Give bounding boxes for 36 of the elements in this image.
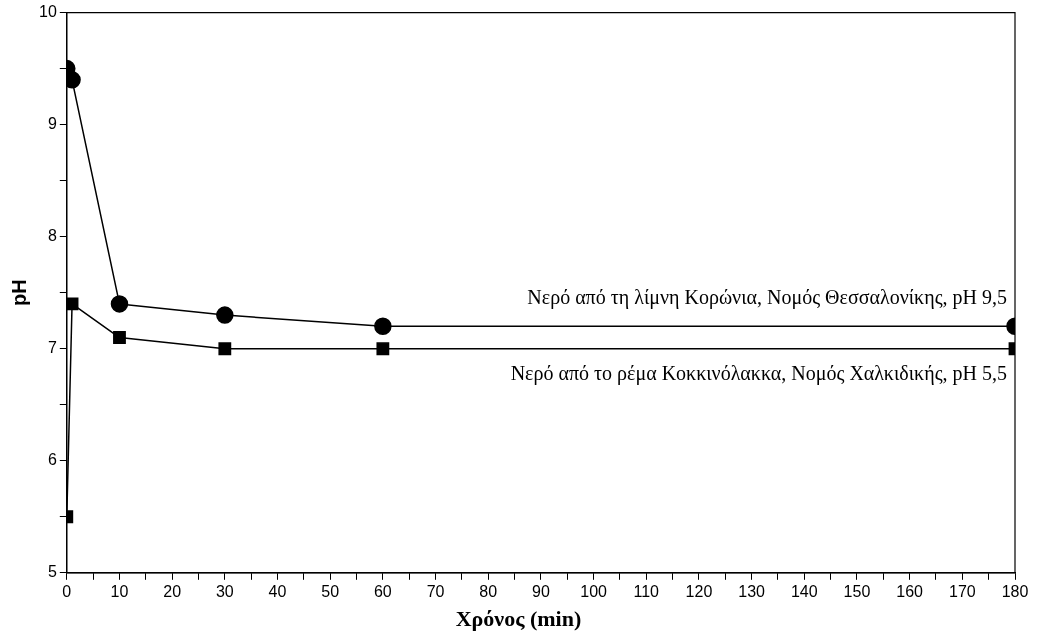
x-tick-label: 130 (738, 582, 766, 600)
point (376, 342, 390, 356)
x-tick-label: 0 (62, 582, 72, 600)
point (66, 71, 81, 89)
x-tick-label: 60 (373, 582, 392, 600)
x-tick-label: 180 (1001, 582, 1029, 600)
point (218, 342, 232, 356)
x-tick-label: 100 (580, 582, 608, 600)
x-tick-label: 30 (215, 582, 234, 600)
y-tick-label: 6 (47, 451, 57, 469)
series-label: Νερό από τη λίμνη Κορώνια, Νομός Θεσσαλονίκης, pH 9,5 (527, 285, 1007, 309)
y-tick-label: 7 (47, 339, 57, 357)
x-tick-label: 170 (948, 582, 976, 600)
point (66, 297, 79, 311)
x-tick-label: 120 (685, 582, 713, 600)
x-tick-label: 150 (843, 582, 871, 600)
y-tick-label: 8 (47, 227, 57, 245)
y-tick-label: 10 (39, 3, 57, 21)
x-tick-label: 10 (110, 582, 129, 600)
x-tick-label: 80 (479, 582, 498, 600)
x-tick-label: 160 (896, 582, 924, 600)
series-label: Νερό από το ρέμα Κοκκινόλακκα, Νομός Χαλκιδικής, pH 5,5 (510, 361, 1007, 385)
x-tick-label: 20 (163, 582, 182, 600)
y-axis-title: pH (7, 279, 30, 307)
y-tick-label: 9 (47, 115, 57, 133)
x-axis-title: Χρόνος (min) (454, 606, 583, 632)
point (374, 317, 392, 336)
x-tick-label: 110 (633, 582, 660, 600)
point (216, 306, 234, 324)
y-tick-label: 5 (47, 563, 57, 581)
x-tick-label: 50 (321, 582, 340, 600)
x-tick-label: 140 (790, 582, 818, 600)
point (113, 331, 126, 344)
x-tick-label: 40 (268, 582, 287, 600)
x-tick-label: 90 (532, 582, 550, 600)
x-tick-label: 70 (426, 582, 445, 600)
